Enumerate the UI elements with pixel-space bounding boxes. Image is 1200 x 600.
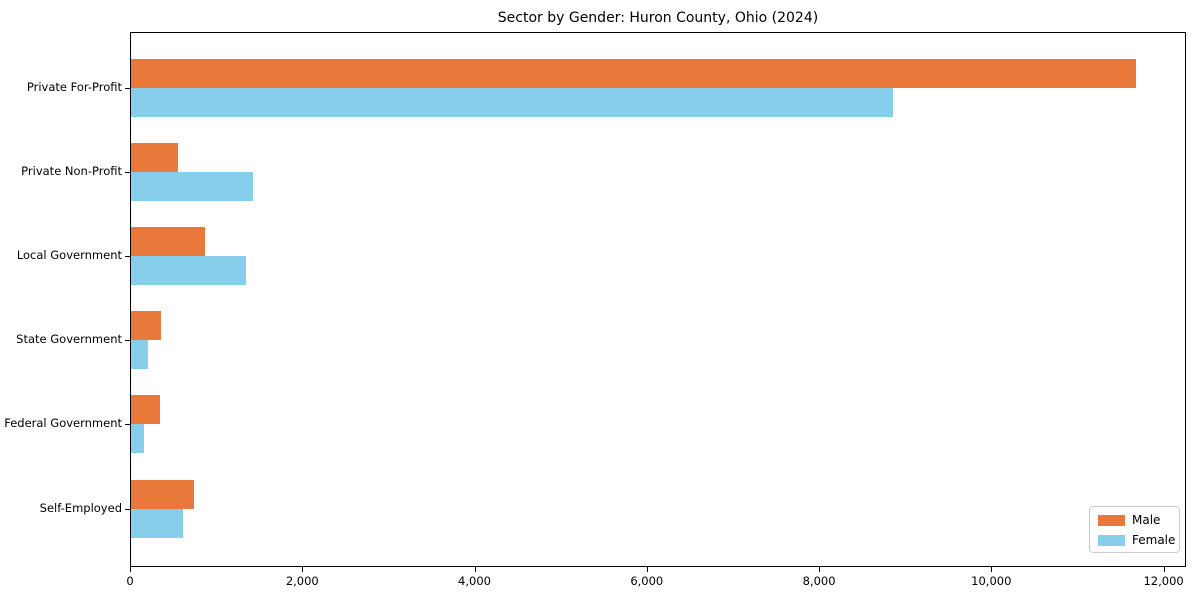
xtick-label: 2,000 bbox=[285, 574, 319, 588]
ytick-mark bbox=[125, 424, 130, 426]
xtick-mark bbox=[991, 567, 993, 572]
xtick-mark bbox=[1163, 567, 1165, 572]
legend: Male Female bbox=[1089, 506, 1180, 553]
xtick-mark bbox=[130, 567, 131, 572]
xtick-mark bbox=[474, 567, 476, 572]
bar-female-private-non-profit bbox=[131, 172, 254, 202]
xtick-label: 10,000 bbox=[971, 574, 1012, 588]
legend-swatch-male bbox=[1098, 514, 1125, 526]
xtick-label: 8,000 bbox=[802, 574, 836, 588]
bar-male-private-non-profit bbox=[131, 143, 179, 173]
ytick-mark bbox=[125, 256, 130, 258]
ytick-mark bbox=[125, 340, 130, 342]
xtick-label: 4,000 bbox=[458, 574, 491, 588]
ytick-label: Federal Government bbox=[4, 416, 122, 431]
bar-male-state-government bbox=[131, 311, 162, 341]
legend-swatch-female bbox=[1098, 534, 1125, 546]
legend-item-male: Male bbox=[1098, 514, 1171, 526]
ytick-label: Local Government bbox=[16, 248, 122, 263]
xtick-mark bbox=[819, 567, 821, 572]
bar-female-local-government bbox=[131, 256, 247, 286]
xtick-mark bbox=[302, 567, 304, 572]
ytick-mark bbox=[125, 88, 130, 89]
legend-label: Female bbox=[1132, 533, 1176, 547]
bar-male-local-government bbox=[131, 227, 206, 257]
ytick-mark bbox=[125, 172, 130, 174]
xtick-mark bbox=[646, 567, 648, 572]
ytick-label: State Government bbox=[16, 332, 122, 347]
plot-area bbox=[130, 32, 1186, 567]
bar-female-federal-government bbox=[131, 424, 144, 454]
xtick-label: 0 bbox=[126, 574, 134, 588]
bar-female-state-government bbox=[131, 340, 149, 370]
xtick-label: 12,000 bbox=[1143, 574, 1184, 588]
bar-male-self-employed bbox=[131, 479, 194, 509]
ytick-label: Self-Employed bbox=[39, 500, 122, 515]
bar-female-self-employed bbox=[131, 508, 183, 538]
chart-title: Sector by Gender: Huron County, Ohio (20… bbox=[497, 10, 819, 26]
ytick-label: Private Non-Profit bbox=[21, 164, 122, 179]
bar-male-federal-government bbox=[131, 395, 161, 425]
bar-male-private-for-profit bbox=[131, 59, 1137, 88]
ytick-label: Private For-Profit bbox=[26, 80, 122, 94]
ytick-mark bbox=[125, 508, 130, 510]
bar-female-private-for-profit bbox=[131, 88, 894, 117]
legend-label: Male bbox=[1132, 513, 1161, 527]
legend-item-female: Female bbox=[1098, 534, 1175, 546]
xtick-label: 6,000 bbox=[630, 574, 664, 588]
